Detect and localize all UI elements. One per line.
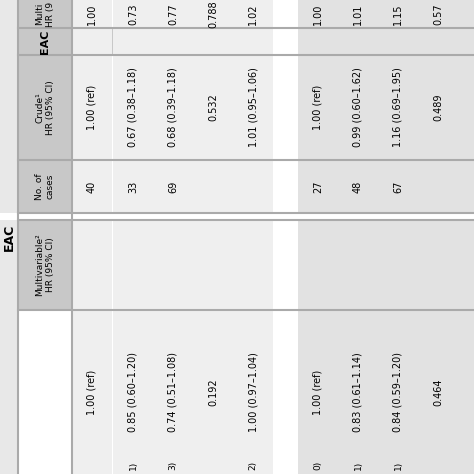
Text: 1.01: 1.01 [353,3,363,25]
Bar [18,0,72,28]
Text: 1.00 (ref): 1.00 (ref) [313,369,323,415]
Text: EAC: EAC [40,29,50,54]
Text: 48: 48 [353,181,363,192]
Bar [418,310,458,474]
Text: 3): 3) [168,460,177,470]
Bar [18,160,72,213]
Bar [458,0,474,474]
Bar [113,310,153,474]
Bar [18,28,474,55]
Text: 1.00 (ref): 1.00 (ref) [87,85,97,130]
Text: 1.16 (0.69–1.95): 1.16 (0.69–1.95) [393,68,403,147]
Text: 0.489: 0.489 [433,94,443,121]
Bar [338,0,378,474]
Bar [153,0,193,474]
Text: 0.788: 0.788 [208,0,218,28]
Text: 0.84 (0.59–1.20): 0.84 (0.59–1.20) [393,352,403,432]
Text: 69: 69 [168,181,178,192]
Text: 67: 67 [393,180,403,193]
Text: Crude¹
HR (95% CI): Crude¹ HR (95% CI) [35,80,55,135]
Text: 0.99 (0.60–1.62): 0.99 (0.60–1.62) [353,68,363,147]
Text: No. of
cases: No. of cases [35,173,55,200]
Bar [153,310,193,474]
Text: 0.68 (0.39–1.18): 0.68 (0.39–1.18) [168,68,178,147]
Bar [0,213,474,220]
Bar [233,310,273,474]
Bar [338,310,378,474]
Bar [0,0,18,474]
Bar [378,0,418,474]
Bar [193,310,233,474]
Text: 33: 33 [128,181,138,192]
Text: 1.01 (0.95–1.06): 1.01 (0.95–1.06) [248,68,258,147]
Text: 0.532: 0.532 [208,94,218,121]
Text: 40: 40 [87,181,97,192]
Bar [72,310,112,474]
Text: 1.15: 1.15 [393,3,403,25]
Text: 1): 1) [354,460,363,470]
Bar [193,0,233,474]
Text: EAC: EAC [2,223,16,251]
Text: 1.00 (0.97–1.04): 1.00 (0.97–1.04) [248,352,258,432]
Bar [298,0,338,474]
Text: 1): 1) [393,460,402,470]
Bar [298,310,338,474]
Bar [273,0,298,474]
Bar [18,55,72,160]
Text: 1.00: 1.00 [87,3,97,25]
Bar [72,0,112,474]
Text: Multivariable²
HR (95% CI): Multivariable² HR (95% CI) [35,234,55,296]
Text: 1.00 (ref): 1.00 (ref) [87,369,97,415]
Text: 1.00 (ref): 1.00 (ref) [313,85,323,130]
Text: 27: 27 [313,180,323,193]
Text: 0): 0) [313,460,322,470]
Bar [458,310,474,474]
Text: 2): 2) [248,460,257,470]
Bar [378,310,418,474]
Text: 0.464: 0.464 [433,378,443,406]
Bar [18,220,72,310]
Text: 0.83 (0.61–1.14): 0.83 (0.61–1.14) [353,352,363,432]
Text: 0.85 (0.60–1.20): 0.85 (0.60–1.20) [128,352,138,432]
Text: 0.74 (0.51–1.08): 0.74 (0.51–1.08) [168,352,178,432]
Bar [113,0,153,474]
Bar [418,0,458,474]
Text: Multi
HR (9: Multi HR (9 [35,1,55,27]
Bar [18,0,72,28]
Bar [233,0,273,474]
Text: 1.02: 1.02 [248,3,258,25]
Text: 1.00: 1.00 [313,3,323,25]
Text: 1): 1) [128,460,137,470]
Text: 0.73: 0.73 [128,3,138,25]
Text: 0.57: 0.57 [433,3,443,25]
Text: 0.77: 0.77 [168,3,178,25]
Text: 0.192: 0.192 [208,378,218,406]
Text: 0.67 (0.38–1.18): 0.67 (0.38–1.18) [128,68,138,147]
